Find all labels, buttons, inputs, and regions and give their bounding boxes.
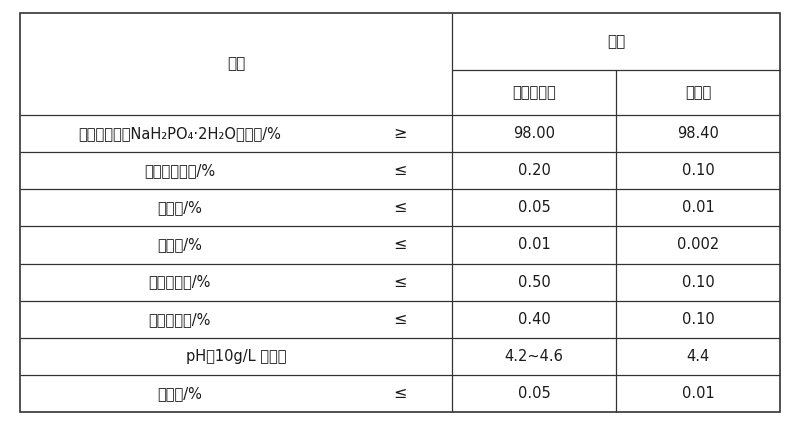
Text: 0.01: 0.01 [518,238,550,252]
Text: ≤: ≤ [394,238,407,252]
Text: 0.002: 0.002 [677,238,719,252]
Text: 氟含量/%: 氟含量/% [158,386,202,401]
Text: 0.40: 0.40 [518,312,550,327]
Text: 0.05: 0.05 [518,386,550,401]
Text: pH（10g/L 溶液）: pH（10g/L 溶液） [186,349,286,364]
Text: ≥: ≥ [394,126,407,141]
Text: ≤: ≤ [394,386,407,401]
Text: 本发明: 本发明 [685,85,711,100]
Text: 磷酸二氢钠（NaH₂PO₄·2H₂O）含量/%: 磷酸二氢钠（NaH₂PO₄·2H₂O）含量/% [78,126,282,141]
Text: 98.00: 98.00 [513,126,555,141]
Text: ≤: ≤ [394,200,407,215]
Text: 0.20: 0.20 [518,163,550,178]
Text: 项目: 项目 [227,56,245,71]
Text: 0.10: 0.10 [682,163,714,178]
Text: 0.01: 0.01 [682,200,714,215]
Text: 0.50: 0.50 [518,275,550,289]
Text: 磷酸二氢钠: 磷酸二氢钠 [512,85,556,100]
Text: 98.40: 98.40 [677,126,719,141]
Text: ≤: ≤ [394,275,407,289]
Text: ≤: ≤ [394,312,407,327]
Text: 4.2~4.6: 4.2~4.6 [505,349,563,364]
Text: 0.01: 0.01 [682,386,714,401]
Text: ≤: ≤ [394,163,407,178]
Text: 0.10: 0.10 [682,312,714,327]
Text: 水不溶物含量/%: 水不溶物含量/% [144,163,215,178]
Text: 4.4: 4.4 [686,349,710,364]
Text: 硫酸盐含量/%: 硫酸盐含量/% [149,275,211,289]
Text: 0.10: 0.10 [682,275,714,289]
Text: 0.05: 0.05 [518,200,550,215]
Text: 铁含量/%: 铁含量/% [158,200,202,215]
Text: 指标: 指标 [607,34,625,49]
Text: 氯化物含量/%: 氯化物含量/% [149,312,211,327]
Text: 砷含量/%: 砷含量/% [158,238,202,252]
